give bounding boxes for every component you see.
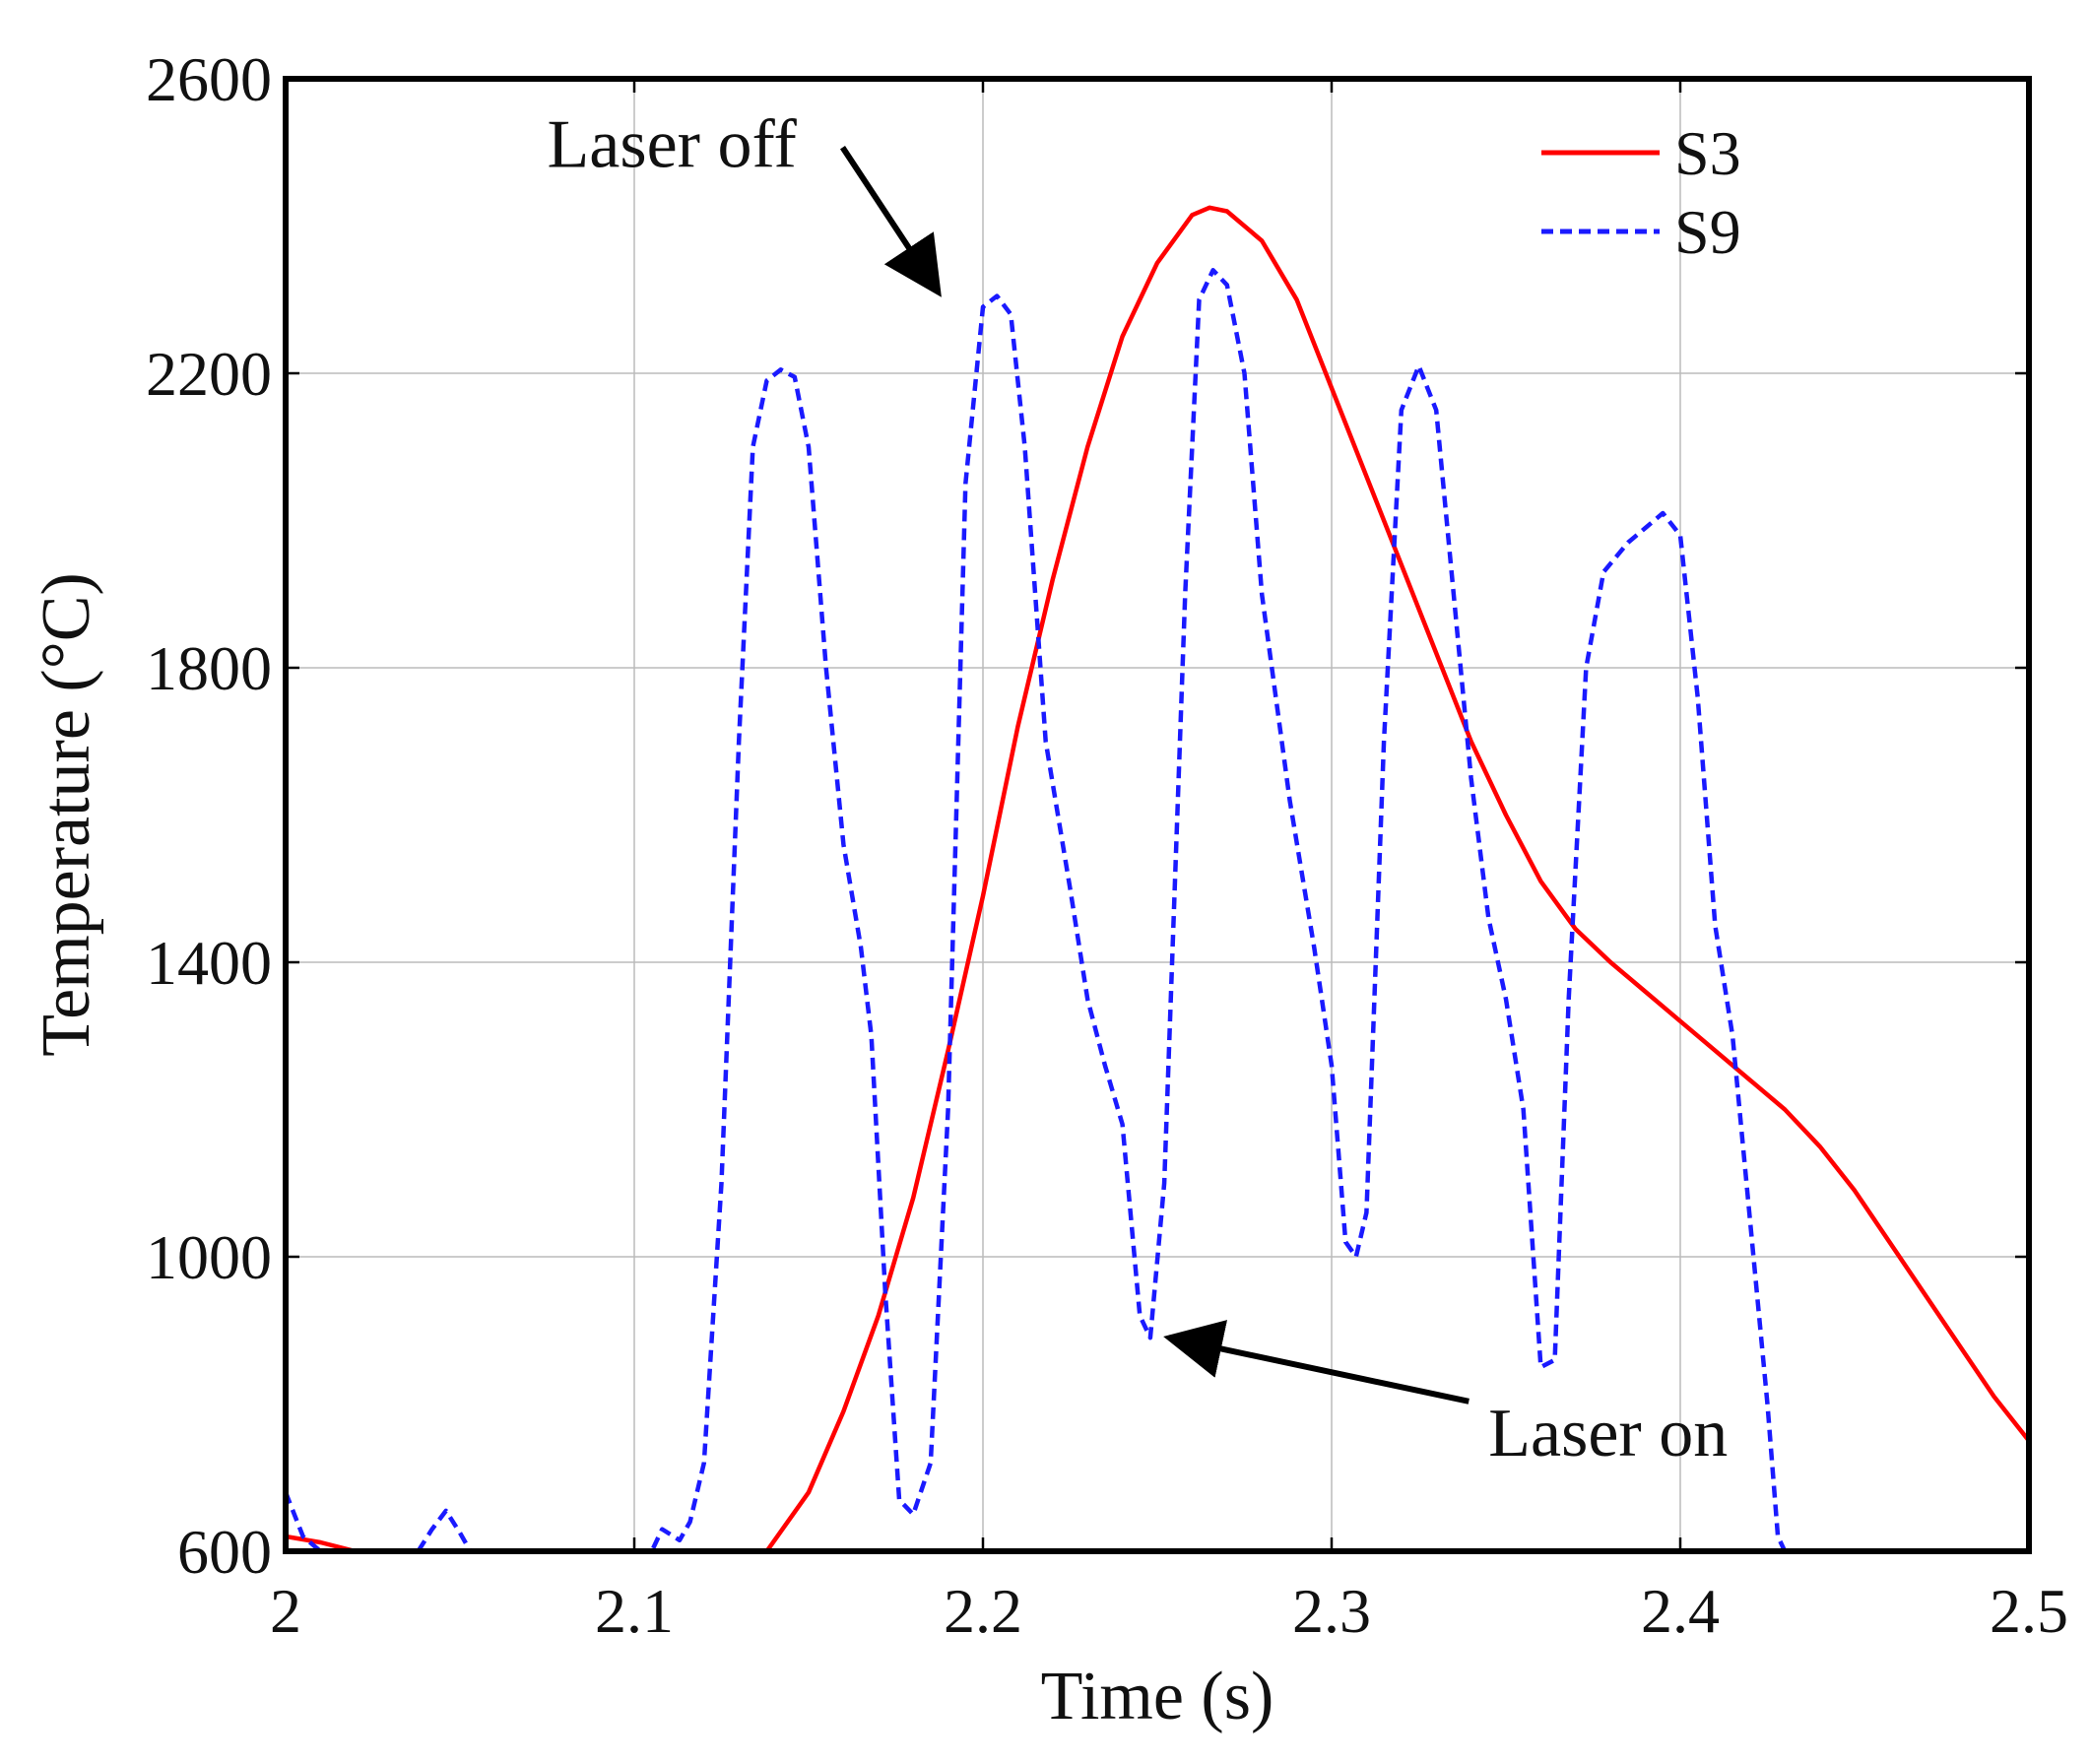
series-layer — [286, 205, 2029, 1551]
annotation-label: Laser on — [1488, 1396, 1728, 1471]
y-tick-label: 1800 — [146, 633, 272, 703]
y-tick-label: 1400 — [146, 928, 272, 998]
x-tick-label: 2.4 — [1641, 1576, 1720, 1646]
y-tick-label: 1000 — [146, 1222, 272, 1292]
y-axis-title: Temperature (°C) — [29, 572, 104, 1056]
x-axis-title: Time (s) — [1041, 1659, 1274, 1734]
x-tick-label: 2 — [270, 1576, 301, 1646]
annotation-label: Laser off — [548, 107, 798, 183]
plot-frame — [283, 76, 2032, 1554]
y-tick-label: 2200 — [146, 339, 272, 409]
y-tick-label: 2600 — [146, 44, 272, 114]
annotation-arrow — [1163, 1320, 1470, 1405]
legend-label-s9: S9 — [1674, 197, 1741, 267]
annotation-arrow — [839, 146, 942, 297]
series-line-s9 — [286, 268, 1788, 1551]
legend-label-s3: S3 — [1674, 118, 1741, 188]
series-line-s3 — [286, 205, 2029, 1551]
y-tick-label: 600 — [177, 1517, 272, 1587]
annotations: Laser off Laser on — [548, 107, 1729, 1471]
tick-labels: 2 2.1 2.2 2.3 2.4 2.5 600 1000 1400 1800 2200 2600 — [146, 44, 2068, 1646]
x-tick-label: 2.3 — [1292, 1576, 1371, 1646]
x-tick-label: 2.1 — [595, 1576, 674, 1646]
x-tick-label: 2.2 — [944, 1576, 1022, 1646]
x-tick-label: 2.5 — [1990, 1576, 2068, 1646]
